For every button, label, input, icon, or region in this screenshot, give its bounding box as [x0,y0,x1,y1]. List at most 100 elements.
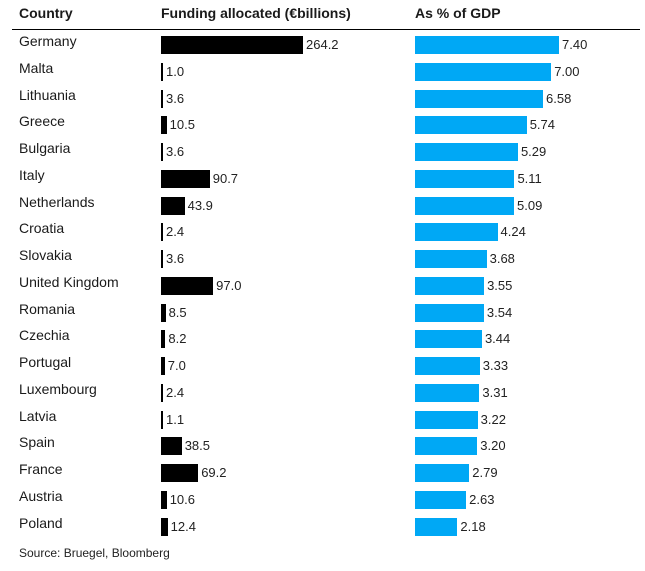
gdp-value-label: 3.22 [480,411,506,427]
source-note: Source: Bruegel, Bloomberg [19,546,170,560]
funding-value-label: 1.0 [166,63,185,79]
funding-bar [161,196,185,215]
funding-bar [161,357,165,375]
gdp-value-label: 3.44 [484,331,511,347]
country-label: Czechia [19,327,70,344]
funding-value-label: 90.7 [212,170,239,186]
funding-bar [161,410,163,429]
gdp-bar [415,357,480,375]
gdp-bar [415,62,552,81]
country-label: Malta [19,59,54,76]
gdp-value-label: 5.11 [517,170,542,186]
gdp-bar [415,143,518,161]
gdp-value-label: 5.09 [517,197,543,213]
gdp-bar [415,223,498,242]
funding-bar [161,490,167,509]
funding-bar [161,303,166,322]
gdp-value-label: 5.74 [529,117,555,133]
gdp-value-label: 3.68 [489,251,515,266]
gdp-bar [415,303,484,322]
funding-value-label: 69.2 [201,465,227,480]
funding-value-label: 2.4 [166,384,185,400]
funding-value-label: 8.2 [168,331,187,347]
gdp-bar [415,89,544,108]
chart-row: Romania 8.5 3.54 [0,299,645,326]
gdp-value-label: 4.24 [500,224,526,240]
country-label: Italy [19,166,45,183]
gdp-value-label: 3.33 [482,358,509,373]
country-label: Latvia [19,407,57,424]
country-label: Lithuania [19,86,76,103]
funding-value-label: 97.0 [216,277,242,293]
header-divider [12,29,640,30]
funding-bar [161,250,163,268]
country-column-header: Country [19,5,73,21]
country-label: Germany [19,33,77,49]
country-label: Slovakia [19,247,72,263]
gdp-column-header: As % of GDP [415,5,501,21]
funding-bar [161,169,210,188]
gdp-value-label: 3.31 [482,384,508,400]
funding-value-label: 1.1 [166,411,185,427]
funding-value-label: 3.6 [166,144,185,159]
funding-value-label: 7.0 [167,358,186,373]
chart-row: Netherlands 43.9 5.09 [0,192,645,219]
chart-row: Latvia 1.1 3.22 [0,406,645,433]
country-label: Poland [19,514,63,531]
funding-bar [161,464,199,482]
gdp-bar [415,410,478,429]
chart-row: Czechia 8.2 3.44 [0,325,645,352]
gdp-value-label: 2.79 [472,465,498,480]
chart-row: France 69.2 2.79 [0,459,645,486]
chart-row: Poland 12.4 2.18 [0,513,645,540]
funding-bar [161,143,163,161]
country-label: Luxembourg [19,380,97,397]
chart-row: Spain 38.5 3.20 [0,432,645,459]
country-label: Netherlands [19,193,95,210]
gdp-bar [415,464,470,482]
funding-value-label: 38.5 [184,438,210,454]
gdp-bar [415,116,527,135]
chart-row: United Kingdom 97.0 3.55 [0,272,645,299]
gdp-value-label: 3.54 [486,304,513,320]
country-label: Romania [19,300,76,317]
country-label: Spain [19,434,55,451]
funding-value-label: 10.5 [169,117,195,133]
gdp-bar [415,490,467,509]
chart-row: Greece 10.5 5.74 [0,111,645,138]
gdp-bar [415,276,485,295]
funding-value-label: 3.6 [166,90,185,106]
gdp-bar [415,36,559,54]
gdp-value-label: 7.40 [562,37,588,52]
country-label: Croatia [19,220,65,237]
chart-row: Bulgaria 3.6 5.29 [0,138,645,165]
gdp-bar [415,517,458,536]
country-label: France [19,461,63,477]
gdp-value-label: 7.00 [554,63,580,79]
gdp-value-label: 5.29 [520,144,547,159]
chart-row: Luxembourg 2.4 3.31 [0,379,645,406]
chart-row: Lithuania 3.6 6.58 [0,85,645,112]
chart-row: Slovakia 3.6 3.68 [0,245,645,272]
gdp-value-label: 6.58 [546,90,572,106]
funding-value-label: 2.4 [166,224,185,240]
funding-value-label: 10.6 [169,491,195,507]
chart-row: Croatia 2.4 4.24 [0,218,645,245]
country-label: Austria [19,487,63,504]
gdp-value-label: 2.18 [460,518,486,534]
country-label: Bulgaria [19,140,71,156]
gdp-bar [415,250,487,268]
gdp-value-label: 3.55 [487,277,513,293]
country-label: Portugal [19,354,72,370]
gdp-bar [415,330,482,349]
funding-value-label: 43.9 [187,197,213,213]
gdp-bar [415,169,515,188]
funding-bar [161,330,166,349]
chart-row: Austria 10.6 2.63 [0,486,645,513]
gdp-bar [415,383,480,402]
funding-bar [161,437,182,456]
chart-row: Portugal 7.0 3.33 [0,352,645,379]
funding-column-header: Funding allocated (€billions) [161,5,351,21]
funding-bar [161,223,163,242]
